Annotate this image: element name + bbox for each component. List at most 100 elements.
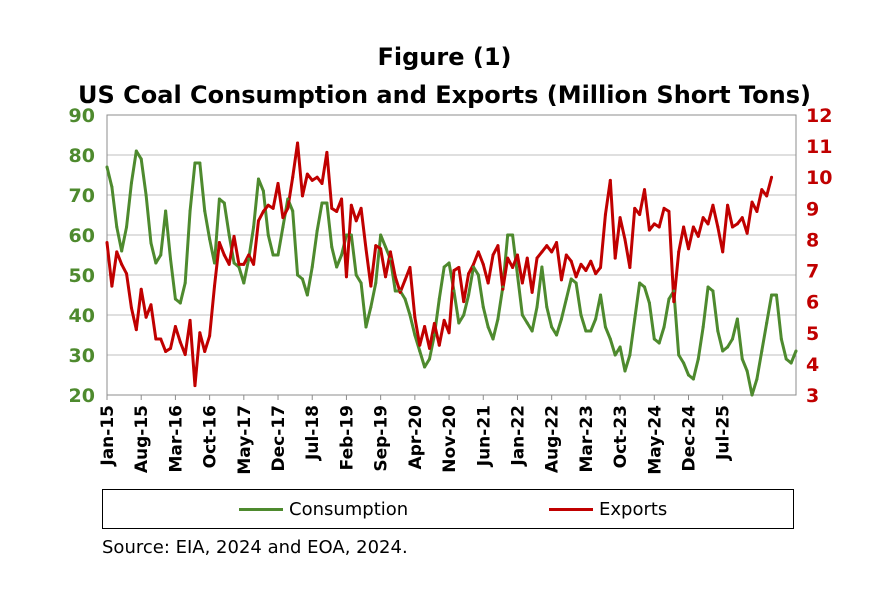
point-consumption-49 [344, 233, 348, 237]
right-tick-label-3: 6 [806, 292, 819, 314]
x-axis-ticks: Jan-15 Aug-15 Mar-16 Oct-16 May-17 Dec-17 Jul-… [98, 395, 734, 475]
point-consumption-129 [735, 317, 739, 321]
point-consumption-89 [540, 265, 544, 269]
gridlines [107, 114, 796, 396]
point-consumption-128 [730, 337, 734, 341]
point-consumption-4 [125, 225, 129, 229]
point-exports-76 [476, 250, 480, 254]
point-consumption-66 [428, 357, 432, 361]
point-exports-79 [491, 253, 495, 257]
point-consumption-35 [276, 253, 280, 257]
point-consumption-101 [599, 293, 603, 297]
point-consumption-11 [159, 253, 163, 257]
point-consumption-99 [589, 329, 593, 333]
point-exports-117 [677, 250, 681, 254]
point-exports-126 [721, 250, 725, 254]
x-tick-label-3: Oct-16 [201, 405, 221, 468]
point-exports-70 [447, 331, 451, 335]
point-exports-84 [515, 253, 519, 257]
point-exports-62 [408, 265, 412, 269]
point-consumption-139 [784, 357, 788, 361]
point-exports-24 [222, 253, 226, 257]
point-exports-88 [535, 256, 539, 260]
left-tick-label-3: 50 [69, 265, 95, 287]
point-consumption-41 [305, 293, 309, 297]
point-consumption-48 [340, 253, 344, 257]
point-consumption-118 [682, 361, 686, 365]
point-exports-66 [428, 346, 432, 350]
point-consumption-134 [760, 349, 764, 353]
point-exports-112 [652, 222, 656, 226]
point-consumption-84 [515, 273, 519, 277]
point-consumption-83 [511, 233, 515, 237]
point-consumption-62 [408, 313, 412, 317]
point-exports-50 [349, 203, 353, 207]
point-consumption-109 [638, 281, 642, 285]
point-consumption-34 [271, 253, 275, 257]
point-exports-132 [750, 200, 754, 204]
point-consumption-135 [765, 321, 769, 325]
x-tick-label-18: Jul-25 [714, 405, 734, 461]
point-consumption-15 [178, 301, 182, 305]
point-consumption-50 [349, 233, 353, 237]
point-consumption-32 [261, 189, 265, 193]
point-exports-96 [574, 275, 578, 279]
point-exports-124 [711, 203, 715, 207]
x-tick-label-15: Oct-23 [611, 405, 631, 468]
point-consumption-112 [652, 337, 656, 341]
point-consumption-79 [491, 337, 495, 341]
point-consumption-82 [506, 233, 510, 237]
point-consumption-68 [437, 297, 441, 301]
point-exports-116 [672, 300, 676, 304]
point-consumption-94 [564, 297, 568, 301]
x-tick-label-7: Feb-19 [337, 405, 357, 470]
point-consumption-104 [613, 353, 617, 357]
point-consumption-39 [296, 273, 300, 277]
point-consumption-54 [369, 305, 373, 309]
point-consumption-2 [115, 225, 119, 229]
point-consumption-36 [281, 225, 285, 229]
point-consumption-3 [120, 249, 124, 253]
legend-label-exports: Exports [599, 498, 668, 520]
point-exports-57 [384, 275, 388, 279]
series-line-exports [105, 141, 774, 388]
point-consumption-117 [677, 353, 681, 357]
point-consumption-132 [750, 393, 754, 397]
point-exports-97 [579, 262, 583, 266]
point-exports-71 [452, 269, 456, 273]
right-tick-label-7: 10 [806, 167, 832, 189]
points-consumption [105, 149, 798, 397]
point-exports-81 [501, 287, 505, 291]
x-tick-label-0: Jan-15 [98, 405, 118, 467]
left-tick-label-2: 40 [69, 305, 95, 327]
point-consumption-126 [721, 349, 725, 353]
point-consumption-26 [232, 261, 236, 265]
point-exports-0 [105, 241, 109, 245]
legend-item-consumption: Consumption [239, 498, 408, 520]
legend-label-consumption: Consumption [289, 498, 409, 520]
point-exports-53 [364, 247, 368, 251]
point-exports-80 [496, 244, 500, 248]
point-consumption-28 [242, 281, 246, 285]
point-consumption-0 [105, 165, 109, 169]
point-exports-65 [423, 325, 427, 329]
point-consumption-61 [403, 297, 407, 301]
point-consumption-30 [252, 225, 256, 229]
point-exports-119 [687, 247, 690, 251]
point-consumption-96 [574, 281, 578, 285]
point-exports-122 [701, 216, 705, 220]
point-exports-103 [608, 178, 612, 182]
point-consumption-22 [213, 261, 216, 265]
point-consumption-91 [550, 325, 554, 329]
point-exports-40 [300, 194, 304, 198]
point-exports-15 [178, 340, 182, 344]
point-exports-60 [398, 290, 402, 294]
point-exports-1 [110, 284, 114, 288]
point-consumption-74 [467, 293, 471, 297]
series-line-consumption [105, 149, 798, 397]
point-exports-29 [247, 253, 251, 257]
point-exports-115 [667, 209, 671, 213]
point-exports-69 [442, 318, 446, 322]
point-consumption-71 [452, 289, 456, 293]
x-tick-label-10: Nov-20 [440, 405, 460, 473]
